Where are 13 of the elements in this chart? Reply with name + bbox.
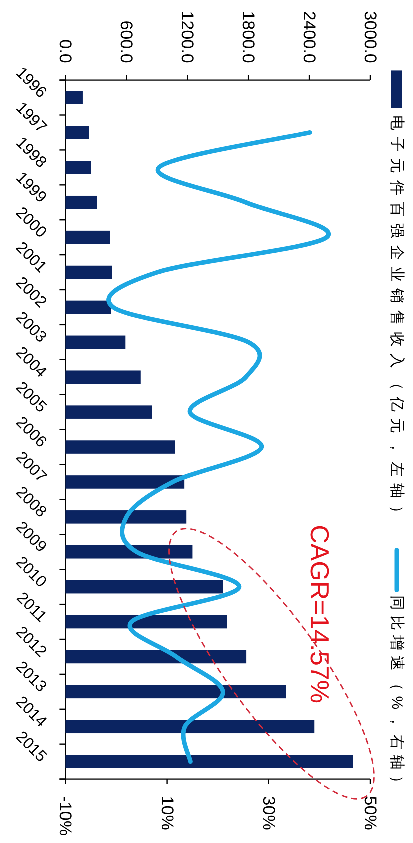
text: 同比增速（%，右轴） [388, 595, 406, 790]
x-tick-label: -10% [56, 796, 76, 836]
x2-tick-label: 0.0 [56, 40, 76, 64]
x2-tick-label: 3000.0 [361, 11, 380, 64]
annotation: CAGR=14.57% [305, 525, 335, 704]
x-tick-label: 10% [158, 796, 177, 830]
x2-tick-label: 2400.0 [300, 11, 320, 64]
x2-tick-label: 600.0 [117, 20, 136, 64]
x-tick-label: 30% [259, 796, 278, 830]
x-tick-label: 50% [361, 796, 380, 830]
x2-tick-label: 1200.0 [178, 11, 198, 64]
text: 电子元件百强企业销售收入（亿元，左轴） [388, 115, 406, 520]
x2-tick-label: 1800.0 [239, 11, 258, 64]
